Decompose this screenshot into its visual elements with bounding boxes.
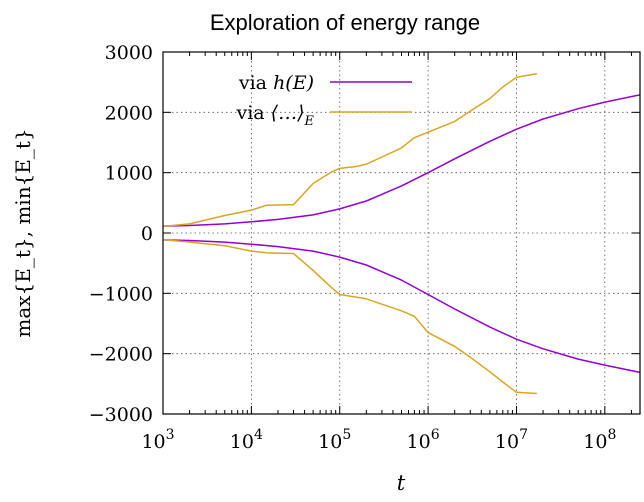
series-2-min-line <box>163 238 537 395</box>
legend: via h(E) via ⟨…⟩E <box>235 72 412 129</box>
x-axis-label: t <box>397 471 406 495</box>
x-tick-label: 108 <box>583 427 616 453</box>
svg-text:max{E_t}, min{E_t}: max{E_t}, min{E_t} <box>11 128 35 337</box>
x-tick-label: 104 <box>230 427 263 453</box>
x-tick-label: 106 <box>407 427 440 453</box>
y-axis-label-text: max{E_t}, min{E_t} <box>11 128 35 337</box>
chart-title: Exploration of energy range <box>210 10 480 35</box>
series-2-max-line <box>163 72 537 228</box>
y-axis-label: max{E_t}, min{E_t} <box>11 128 35 337</box>
y-tick-label: 3000 <box>105 42 153 64</box>
y-tick-label: −1000 <box>89 283 153 305</box>
legend-label: via h(E) <box>238 72 314 94</box>
legend-label: via ⟨…⟩E <box>235 102 314 129</box>
tick-layer: −3000 −2000 −1000 0 1000 2000 3000 103 104 105 106… <box>89 42 640 453</box>
grid-layer <box>163 52 640 414</box>
series-layer <box>163 72 640 395</box>
y-tick-label: −3000 <box>89 404 153 426</box>
series-1-min-line <box>163 239 640 374</box>
x-tick-label: 107 <box>495 427 528 453</box>
series-1-max-line <box>163 94 640 227</box>
x-tick-label: 103 <box>141 427 174 453</box>
x-tick-label: 105 <box>318 427 351 453</box>
y-tick-label: 2000 <box>105 102 153 124</box>
y-tick-label: −2000 <box>89 344 153 366</box>
y-tick-label: 1000 <box>105 163 153 185</box>
y-tick-label: 0 <box>141 223 153 245</box>
